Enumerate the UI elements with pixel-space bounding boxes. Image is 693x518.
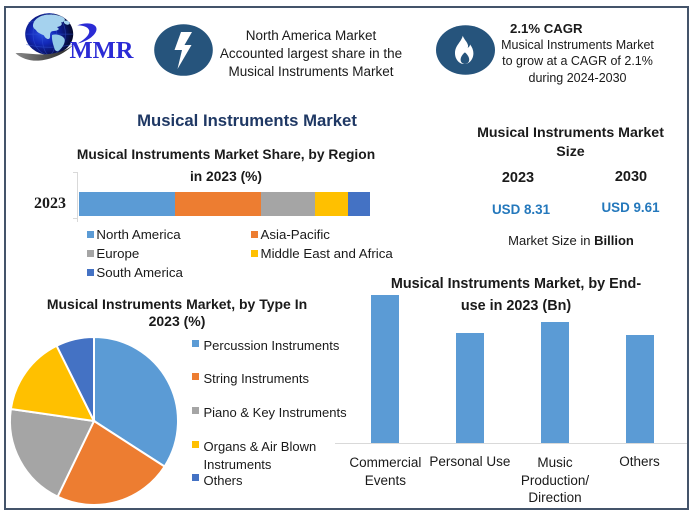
svg-text:MMR: MMR [70,37,134,64]
